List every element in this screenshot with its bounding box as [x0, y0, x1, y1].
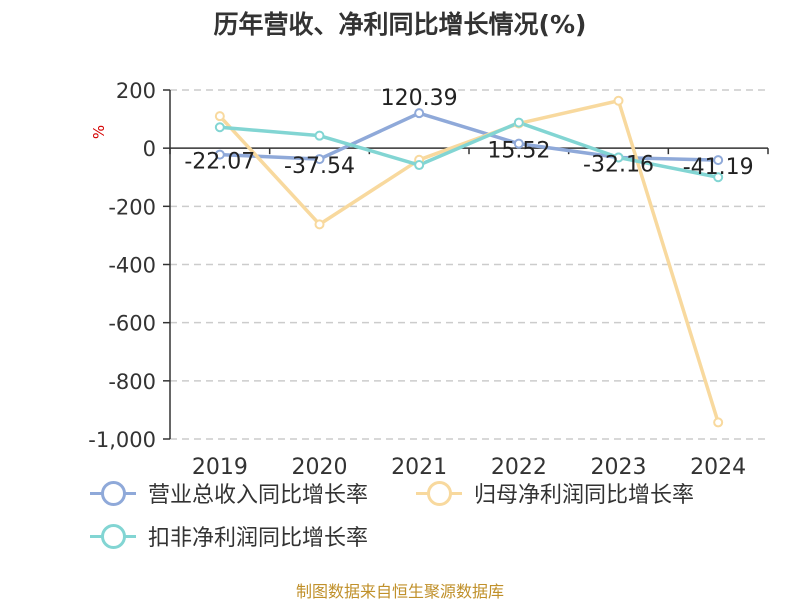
legend-marker-revenue	[90, 478, 136, 508]
data-label: -32.16	[583, 153, 654, 178]
data-point	[314, 154, 325, 165]
x-tick-label: 2019	[192, 455, 248, 480]
y-tick-label: -1,000	[88, 428, 156, 452]
chart-title: 历年营收、净利同比增长情况(%)	[213, 10, 587, 39]
data-point	[214, 149, 225, 160]
data-point	[513, 138, 524, 149]
data-label: -22.07	[184, 150, 255, 175]
data-point	[713, 172, 724, 183]
data-point	[214, 111, 225, 122]
data-label: -41.19	[683, 155, 754, 180]
data-point	[713, 417, 724, 428]
data-label: -37.54	[284, 154, 355, 179]
y-tick-label: 0	[143, 137, 156, 161]
data-label: 15.52	[487, 139, 550, 164]
data-point	[314, 219, 325, 230]
x-tick-label: 2024	[690, 455, 746, 480]
x-tick-label: 2023	[591, 455, 647, 480]
legend-marker-net-profit	[416, 478, 462, 508]
data-source-note: 制图数据来自恒生聚源数据库	[295, 582, 504, 601]
data-point	[214, 122, 225, 133]
data-point	[414, 160, 425, 171]
legend-marker-deducted-net-profit	[90, 521, 136, 551]
y-tick-label: -600	[108, 312, 156, 336]
series-line-1	[218, 99, 720, 423]
data-point	[314, 130, 325, 141]
y-tick-label: -800	[108, 370, 156, 394]
data-point	[613, 152, 624, 163]
legend-label-revenue: 营业总收入同比增长率	[148, 483, 369, 508]
y-tick-label: -200	[108, 195, 156, 219]
x-tick-label: 2020	[292, 455, 348, 480]
x-tick-label: 2022	[491, 455, 547, 480]
y-axis-label: %	[90, 125, 108, 139]
y-tick-label: 200	[116, 79, 156, 103]
data-point	[513, 117, 524, 128]
data-point	[613, 95, 624, 106]
legend-item-revenue[interactable]: 营业总收入同比增长率	[90, 478, 368, 508]
legend-item-net-profit[interactable]: 归母净利润同比增长率	[416, 478, 694, 508]
legend-label-deducted-net-profit: 扣非净利润同比增长率	[148, 526, 369, 551]
legend-label-net-profit: 归母净利润同比增长率	[474, 483, 695, 508]
data-point	[713, 155, 724, 166]
y-tick-label: -400	[108, 254, 156, 278]
x-tick-label: 2021	[391, 455, 447, 480]
series-line-2	[219, 120, 719, 179]
data-label: 120.39	[381, 86, 458, 111]
data-point	[414, 108, 425, 119]
legend-item-deducted-net-profit[interactable]: 扣非净利润同比增长率	[90, 521, 368, 551]
